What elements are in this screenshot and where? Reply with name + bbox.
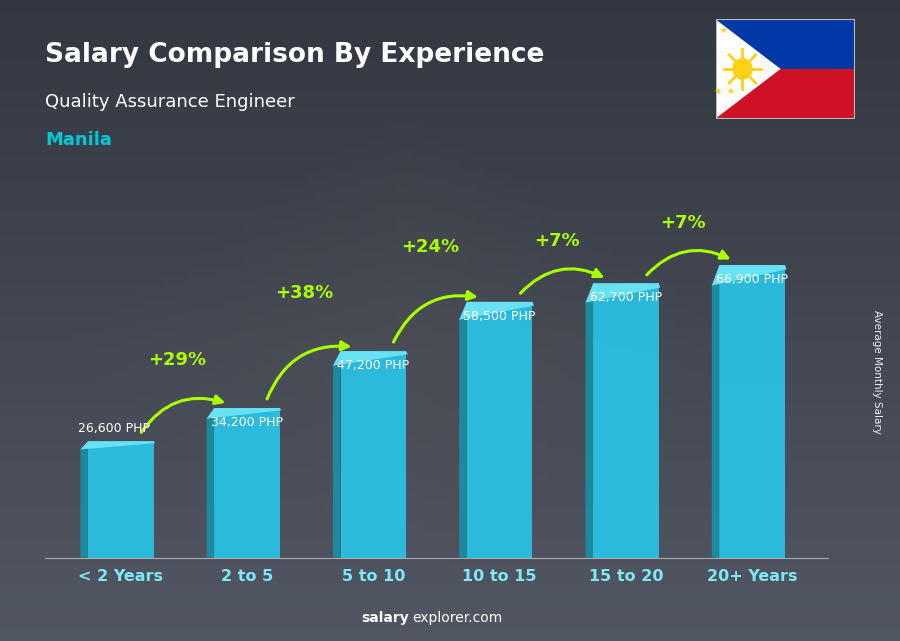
- Polygon shape: [712, 265, 787, 285]
- Text: explorer.com: explorer.com: [412, 611, 502, 625]
- Text: +29%: +29%: [148, 351, 207, 369]
- Text: +38%: +38%: [274, 285, 333, 303]
- Text: Salary Comparison By Experience: Salary Comparison By Experience: [45, 42, 544, 68]
- Polygon shape: [333, 351, 340, 558]
- Text: 26,600 PHP: 26,600 PHP: [78, 422, 150, 435]
- Bar: [716, 19, 855, 69]
- Circle shape: [733, 58, 752, 80]
- Polygon shape: [712, 265, 719, 558]
- Polygon shape: [586, 283, 661, 303]
- Text: 66,900 PHP: 66,900 PHP: [716, 273, 788, 286]
- Polygon shape: [80, 441, 88, 558]
- Text: 47,200 PHP: 47,200 PHP: [338, 359, 410, 372]
- Bar: [593, 283, 659, 558]
- Polygon shape: [586, 283, 593, 558]
- Text: Quality Assurance Engineer: Quality Assurance Engineer: [45, 93, 295, 111]
- Text: 58,500 PHP: 58,500 PHP: [464, 310, 536, 322]
- Bar: [467, 302, 533, 558]
- Text: 34,200 PHP: 34,200 PHP: [212, 416, 284, 429]
- Text: Average Monthly Salary: Average Monthly Salary: [872, 310, 883, 434]
- Bar: [719, 265, 785, 558]
- Bar: [340, 351, 406, 558]
- Bar: [88, 441, 154, 558]
- Polygon shape: [207, 408, 282, 419]
- Polygon shape: [80, 441, 155, 449]
- Text: 62,700 PHP: 62,700 PHP: [590, 291, 662, 304]
- Polygon shape: [716, 19, 780, 119]
- Bar: [716, 69, 855, 119]
- Polygon shape: [459, 302, 534, 320]
- Text: ★: ★: [720, 26, 728, 35]
- Text: ★: ★: [714, 87, 722, 96]
- Polygon shape: [207, 408, 214, 558]
- Bar: [214, 408, 280, 558]
- Text: +7%: +7%: [660, 213, 706, 231]
- Text: +7%: +7%: [534, 232, 580, 250]
- Text: salary: salary: [362, 611, 410, 625]
- Text: +24%: +24%: [401, 238, 459, 256]
- Text: ★: ★: [726, 87, 734, 96]
- Text: Manila: Manila: [45, 131, 112, 149]
- Polygon shape: [333, 351, 408, 365]
- Polygon shape: [459, 302, 467, 558]
